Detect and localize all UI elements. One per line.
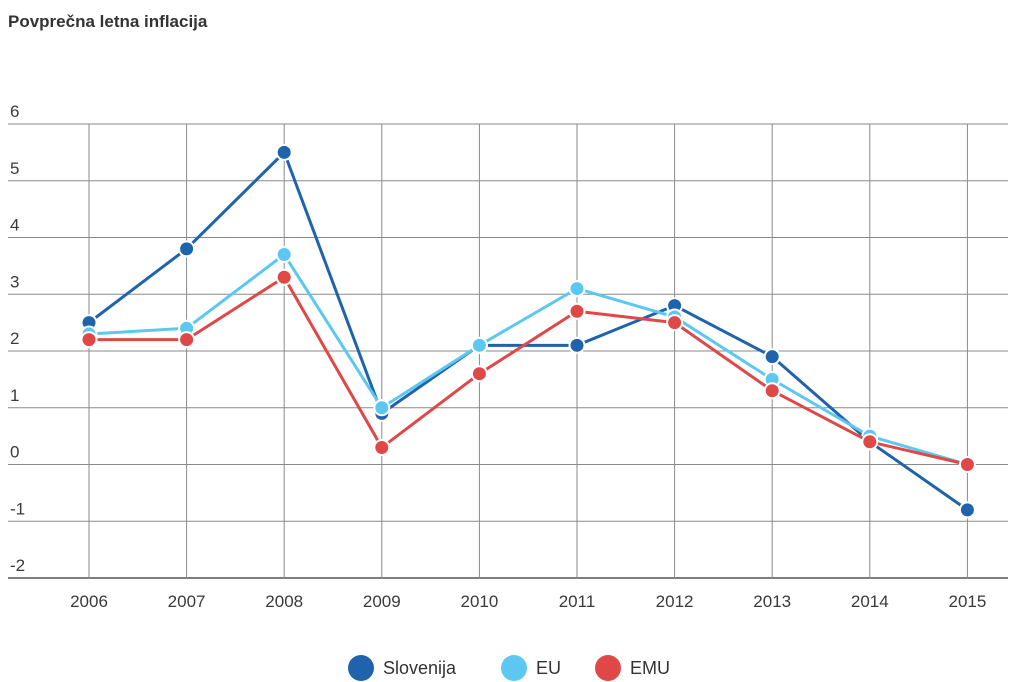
y-tick-label: -2 [10, 556, 25, 575]
series-line [88, 150, 969, 512]
y-tick-label: 4 [10, 216, 19, 235]
x-tick-label: 2010 [460, 592, 498, 611]
legend-label: EMU [630, 658, 670, 678]
x-tick-label: 2015 [948, 592, 986, 611]
legend-swatch [348, 655, 374, 681]
data-point [763, 382, 781, 400]
data-point [666, 314, 684, 332]
legend-swatch [595, 655, 621, 681]
series-line [89, 275, 968, 466]
chart-title: Povprečna letna inflacija [8, 12, 208, 31]
legend[interactable]: Slovenija EU EMU [348, 655, 670, 681]
series-lines [80, 143, 976, 519]
y-tick-label: 0 [10, 443, 19, 462]
data-point [861, 433, 879, 451]
y-axis-ticks: 6 5 4 3 2 1 0 -1 -2 [10, 102, 25, 575]
y-tick-label: 3 [10, 272, 19, 291]
data-point [568, 280, 586, 298]
x-tick-label: 2013 [753, 592, 791, 611]
data-point [373, 399, 391, 417]
data-point [470, 365, 488, 383]
x-tick-label: 2006 [70, 592, 108, 611]
data-point [178, 331, 196, 349]
data-point [763, 348, 781, 366]
legend-label: Slovenija [383, 658, 457, 678]
data-point [373, 438, 391, 456]
y-tick-label: 5 [10, 159, 19, 178]
grid [8, 123, 1008, 579]
y-tick-label: -1 [10, 499, 25, 518]
x-tick-label: 2008 [265, 592, 303, 611]
x-tick-label: 2011 [559, 592, 596, 611]
data-point [470, 336, 488, 354]
x-tick-label: 2012 [656, 592, 694, 611]
x-tick-label: 2007 [168, 592, 206, 611]
x-tick-label: 2009 [363, 592, 401, 611]
data-point [178, 240, 196, 258]
x-tick-label: 2014 [851, 592, 889, 611]
legend-item-eu[interactable]: EU [501, 655, 561, 681]
data-point [958, 456, 976, 473]
series-emu [80, 268, 976, 473]
legend-item-slovenija[interactable]: Slovenija [348, 655, 457, 681]
data-point [275, 143, 293, 161]
data-point [958, 501, 976, 519]
data-point [568, 302, 586, 320]
data-point [80, 331, 98, 349]
data-point [568, 336, 586, 354]
legend-swatch [501, 655, 527, 681]
series-eu [80, 246, 976, 473]
data-point [275, 268, 293, 286]
legend-label: EU [536, 658, 561, 678]
y-tick-label: 1 [10, 386, 19, 405]
x-axis-ticks: 2006 2007 2008 2009 2010 2011 2012 2013 2014 2015 [70, 592, 986, 611]
series-slovenija [80, 143, 976, 519]
y-tick-label: 6 [10, 102, 19, 121]
legend-item-emu[interactable]: EMU [595, 655, 670, 681]
data-point [275, 246, 293, 264]
series-line [88, 253, 968, 466]
y-tick-label: 2 [10, 329, 19, 348]
